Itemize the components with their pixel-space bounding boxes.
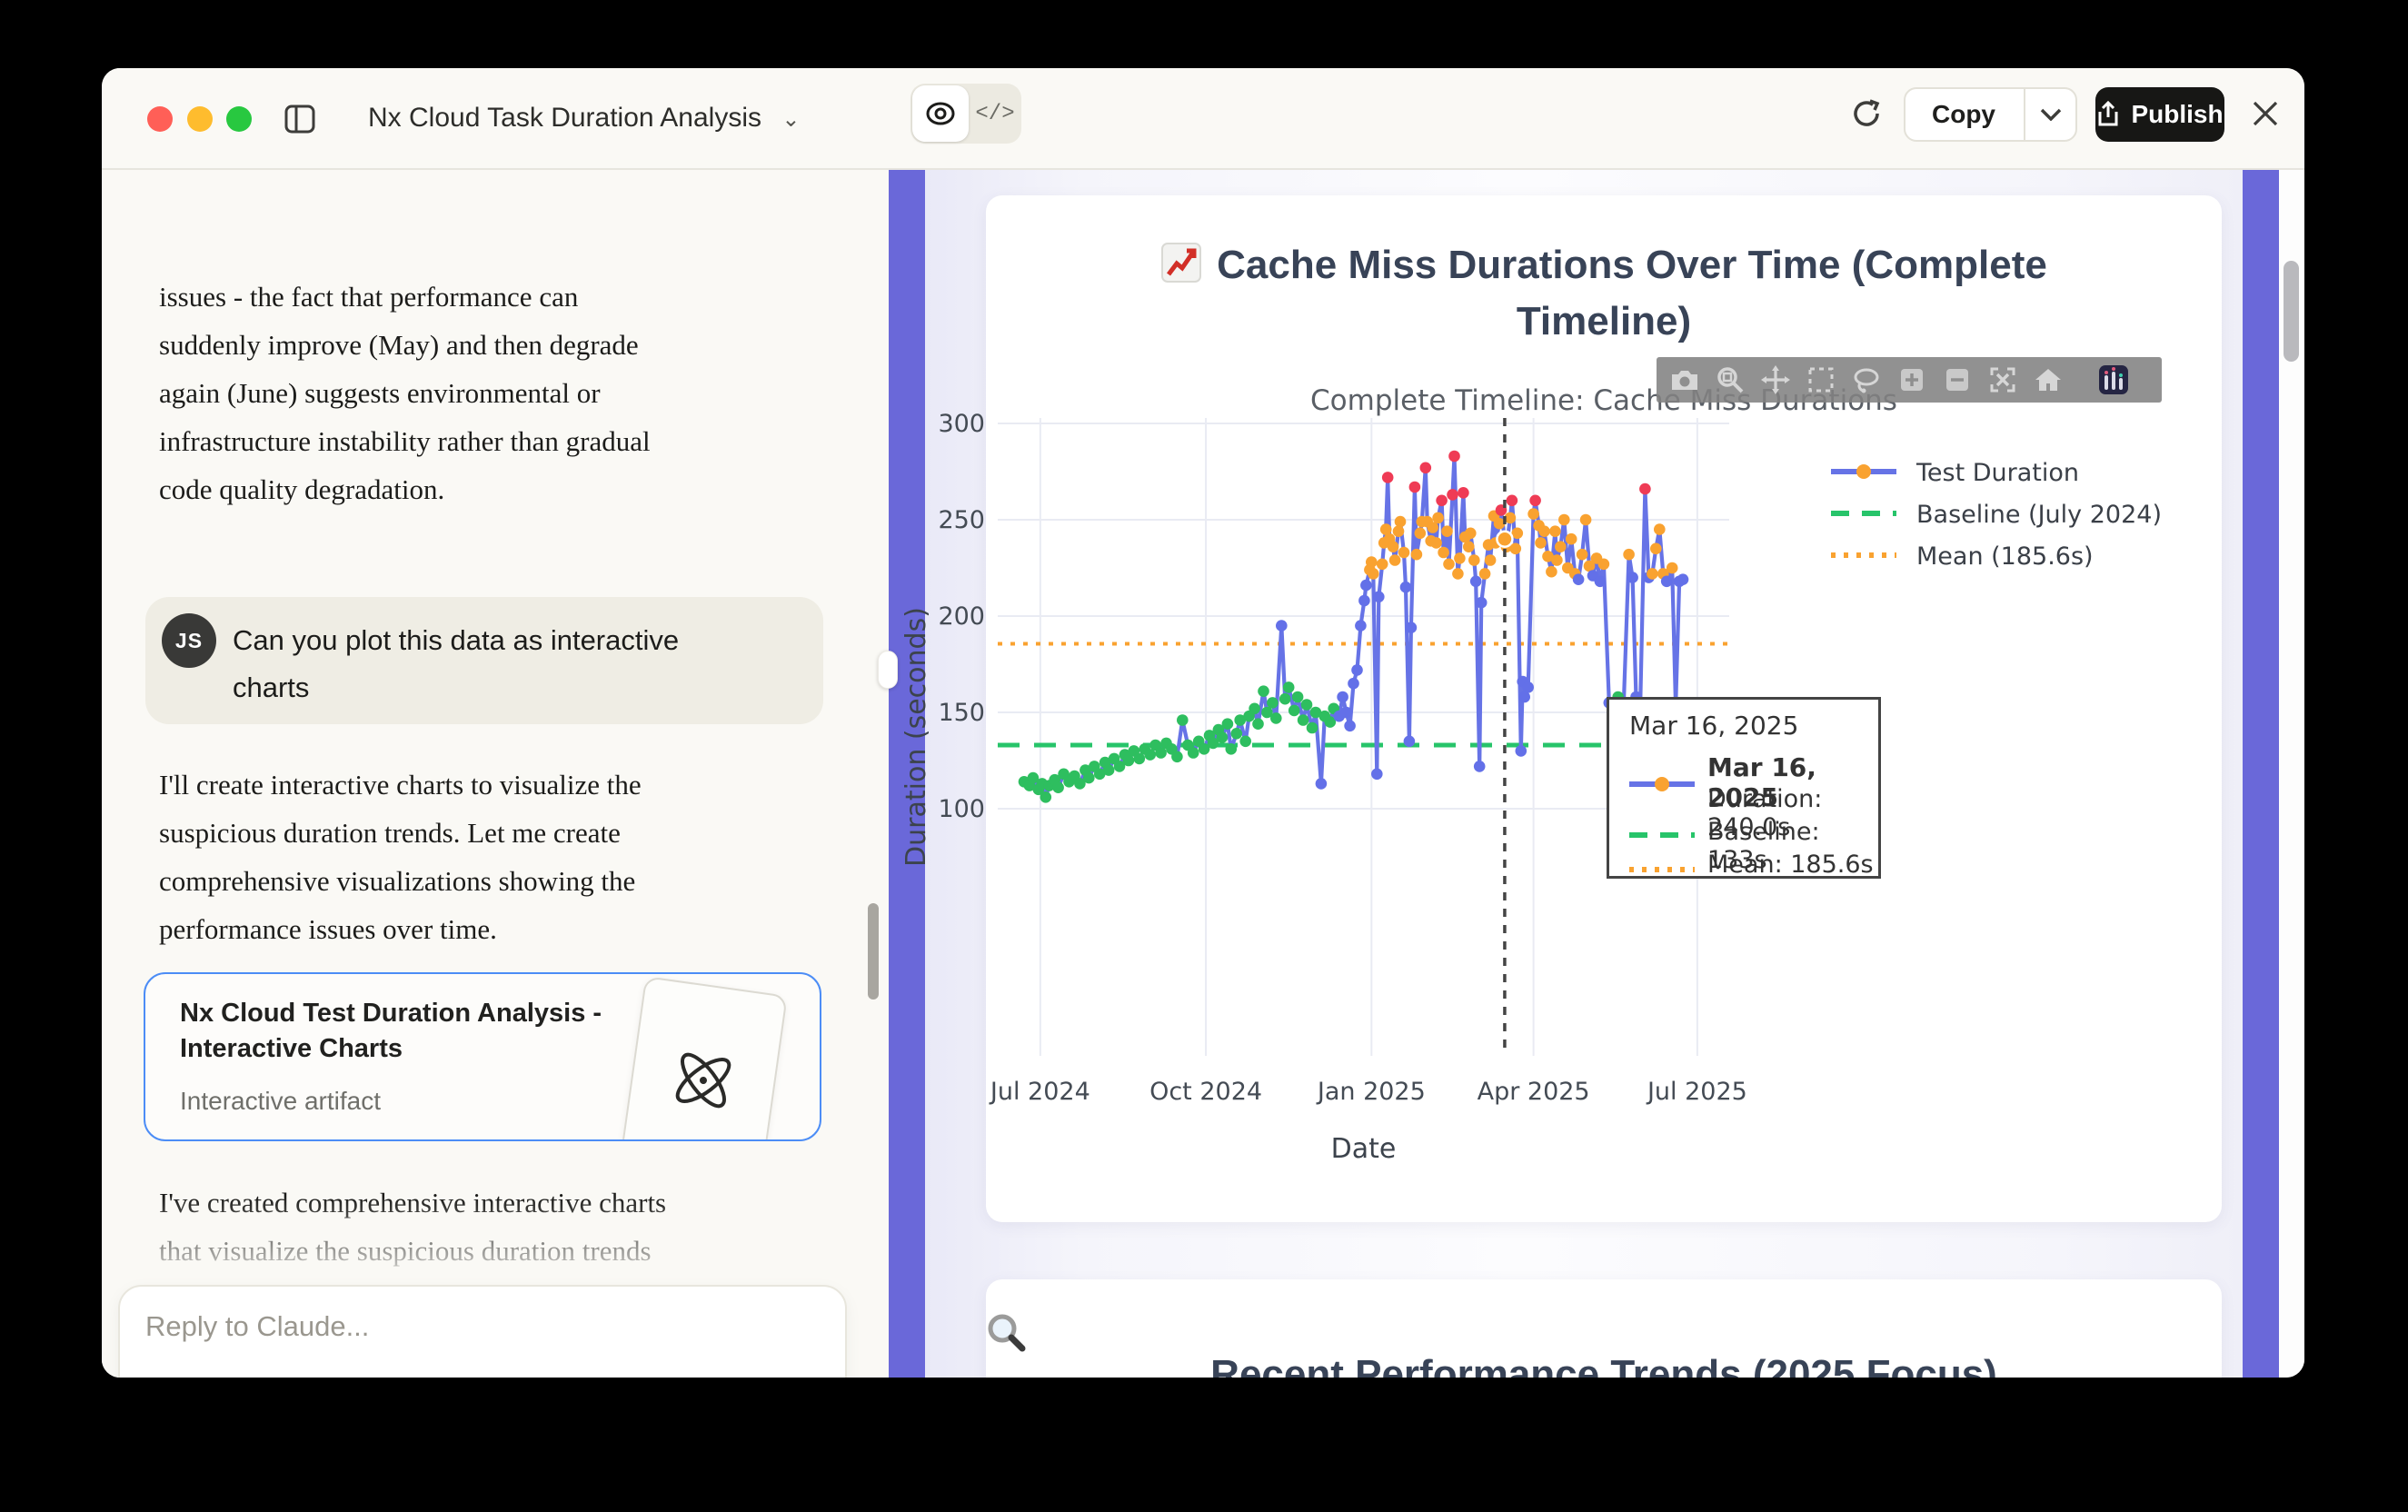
pan-icon[interactable] — [1753, 360, 1798, 400]
tooltip-baseline-glyph — [1629, 827, 1695, 843]
tooltip-baseline: Baseline: 133s — [1707, 818, 1820, 874]
artifact-bg-band-right — [2243, 170, 2279, 1378]
tooltip-mean-glyph — [1629, 861, 1695, 878]
reply-input-box[interactable]: Reply to Claude... Claude Sonnet 4 ⌄ ↑ — [118, 1285, 847, 1378]
tooltip-series-glyph — [1629, 776, 1695, 792]
app-window: Nx Cloud Task Duration Analysis ⌄ </> Co… — [102, 68, 2304, 1378]
artifact-scrollbar-track[interactable] — [2279, 170, 2304, 1378]
magnifier-emoji-icon — [986, 1312, 2222, 1352]
plotly-modebar[interactable] — [1657, 357, 2162, 403]
svg-text:Duration (seconds): Duration (seconds) — [901, 607, 932, 867]
assistant-paragraph: issues - the fact that performance can su… — [159, 281, 651, 505]
close-icon — [2252, 100, 2279, 127]
conversation-title-label: Nx Cloud Task Duration Analysis — [368, 103, 761, 133]
user-avatar: JS — [162, 613, 216, 668]
copy-split-button[interactable]: Copy — [1904, 87, 2077, 142]
artifact-card-title: Nx Cloud Test Duration Analysis - Intera… — [180, 999, 602, 1063]
trends-card-heading: Recent Performance Trends (2025 Focus) — [986, 1312, 2222, 1378]
lasso-icon[interactable] — [1844, 360, 1889, 400]
atom-icon — [661, 1038, 747, 1124]
code-icon: </> — [975, 101, 1015, 126]
artifact-bg-band-left — [889, 170, 925, 1378]
legend-glyph — [1831, 505, 1902, 523]
hover-tooltip: Mar 16, 2025 Mar 16, 2025 Duration: 240.… — [1607, 697, 1881, 879]
copy-button-label[interactable]: Copy — [1932, 100, 1995, 128]
artifact-view-toggle[interactable]: </> — [910, 84, 1021, 144]
zoom-in-icon[interactable] — [1889, 360, 1935, 400]
chart-card: Cache Miss Durations Over Time (Complete… — [901, 195, 2222, 1222]
svg-text:100: 100 — [938, 795, 985, 823]
timeline-chart[interactable]: 100 150 200 250 300 Jul 2024 Oct 2024 Jan 2025 A… — [889, 329, 2111, 1174]
artifact-card-subtitle: Interactive artifact — [180, 1087, 381, 1115]
traffic-light-close-button[interactable] — [147, 106, 173, 132]
close-artifact-button[interactable] — [2248, 96, 2283, 131]
copy-button-divider — [2024, 89, 2025, 140]
legend-glyph — [1831, 547, 1902, 565]
trends-card: Recent Performance Trends (2025 Focus) — [986, 1279, 2222, 1378]
svg-text:250: 250 — [938, 506, 985, 534]
chart-card-heading: Cache Miss Durations Over Time (Complete… — [986, 237, 2222, 350]
tooltip-mean: Mean: 185.6s — [1707, 850, 1874, 879]
svg-text:200: 200 — [938, 602, 985, 631]
artifact-panel: Cache Miss Durations Over Time (Complete… — [889, 170, 2304, 1378]
zoom-icon[interactable] — [1707, 360, 1753, 400]
plotly-logo-icon[interactable] — [2091, 360, 2136, 400]
publish-button-label: Publish — [2131, 100, 2224, 128]
legend-label: Test Duration — [1916, 458, 2080, 487]
tooltip-date: Mar 16, 2025 — [1629, 711, 1799, 741]
legend-item[interactable]: Mean (185.6s) — [1831, 535, 2162, 577]
legend-item[interactable]: Baseline (July 2024) — [1831, 493, 2162, 535]
preview-mode-button[interactable] — [912, 85, 969, 142]
copy-options-chevron-icon[interactable] — [2025, 89, 2076, 140]
svg-text:150: 150 — [938, 699, 985, 727]
artifact-scrollbar-thumb[interactable] — [2284, 261, 2299, 362]
user-message-text: Can you plot this data as interactive ch… — [233, 624, 680, 703]
conversation-title[interactable]: Nx Cloud Task Duration Analysis ⌄ — [368, 103, 800, 134]
code-mode-button[interactable]: </> — [969, 84, 1021, 144]
zoom-out-icon[interactable] — [1935, 360, 1980, 400]
eye-icon — [925, 102, 956, 125]
tooltip-series-date: Mar 16, 2025 — [1707, 752, 1816, 812]
box-select-icon[interactable] — [1798, 360, 1844, 400]
chevron-down-icon: ⌄ — [781, 107, 801, 132]
legend-label: Mean (185.6s) — [1916, 542, 2094, 571]
chart-legend[interactable]: Test Duration Baseline (July 2024) Mean (1… — [1831, 452, 2162, 577]
artifact-card[interactable]: Nx Cloud Test Duration Analysis - Intera… — [144, 972, 821, 1141]
assistant-paragraph: I'll create interactive charts to visual… — [159, 769, 642, 945]
traffic-light-zoom-button[interactable] — [226, 106, 252, 132]
home-icon[interactable] — [2025, 360, 2071, 400]
svg-text:Jul 2024: Jul 2024 — [989, 1078, 1090, 1106]
publish-button[interactable]: Publish — [2095, 87, 2224, 142]
panel-resize-handle[interactable] — [878, 651, 898, 689]
legend-glyph — [1831, 463, 1902, 482]
svg-text:300: 300 — [938, 410, 985, 438]
svg-text:Oct 2024: Oct 2024 — [1149, 1078, 1262, 1106]
refresh-button[interactable] — [1851, 98, 1882, 129]
title-bar: Nx Cloud Task Duration Analysis ⌄ </> Co… — [102, 68, 2304, 170]
camera-icon[interactable] — [1662, 360, 1707, 400]
artifact-thumbnail — [619, 976, 788, 1139]
sidebar-toggle-icon[interactable] — [284, 104, 315, 134]
svg-text:Apr 2025: Apr 2025 — [1478, 1078, 1590, 1106]
share-icon — [2096, 101, 2120, 128]
chat-panel: issues - the fact that performance can su… — [102, 170, 889, 1378]
legend-item[interactable]: Test Duration — [1831, 452, 2162, 493]
svg-text:Jan 2025: Jan 2025 — [1316, 1078, 1426, 1106]
reply-input-placeholder[interactable]: Reply to Claude... — [145, 1310, 370, 1342]
user-message-bubble: JS Can you plot this data as interactive… — [145, 597, 823, 724]
tooltip-duration: Duration: 240.0s — [1707, 785, 1823, 841]
traffic-light-minimize-button[interactable] — [187, 106, 213, 132]
svg-text:Jul 2025: Jul 2025 — [1646, 1078, 1747, 1106]
chat-scrollbar-thumb[interactable] — [868, 903, 879, 1000]
autoscale-icon[interactable] — [1980, 360, 2025, 400]
svg-text:Date: Date — [1331, 1133, 1397, 1165]
legend-label: Baseline (July 2024) — [1916, 500, 2162, 529]
chart-increasing-emoji-icon — [1160, 242, 1202, 284]
